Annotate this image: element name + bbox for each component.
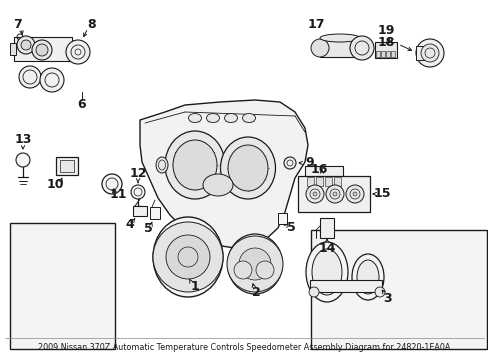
Ellipse shape	[188, 113, 201, 122]
Ellipse shape	[164, 131, 224, 199]
Text: 2009 Nissan 370Z Automatic Temperature Controls Speedometer Assembly Diagram for: 2009 Nissan 370Z Automatic Temperature C…	[38, 343, 449, 352]
Circle shape	[19, 66, 41, 88]
Text: 5: 5	[143, 222, 152, 235]
Circle shape	[102, 174, 122, 194]
Circle shape	[332, 192, 336, 196]
Circle shape	[346, 185, 363, 203]
Text: 3: 3	[383, 292, 391, 305]
Bar	[14, 37, 72, 61]
Bar	[10, 223, 115, 349]
Bar	[133, 206, 147, 216]
Circle shape	[374, 287, 384, 297]
Circle shape	[284, 157, 295, 169]
Circle shape	[165, 235, 209, 279]
Circle shape	[131, 185, 145, 199]
Bar	[385, 51, 389, 57]
Bar	[60, 160, 74, 172]
Bar	[319, 39, 359, 57]
Text: 6: 6	[78, 99, 86, 112]
Bar	[415, 46, 429, 60]
Text: 2: 2	[251, 285, 260, 298]
Ellipse shape	[305, 242, 347, 302]
Bar	[306, 177, 313, 186]
Bar	[325, 177, 331, 186]
Text: 13: 13	[14, 134, 32, 147]
Circle shape	[256, 261, 273, 279]
Text: 7: 7	[14, 18, 22, 31]
Text: 1: 1	[190, 279, 199, 292]
Ellipse shape	[159, 224, 217, 290]
Ellipse shape	[227, 234, 282, 294]
Circle shape	[325, 185, 343, 203]
Circle shape	[40, 68, 64, 92]
Circle shape	[226, 236, 283, 292]
Ellipse shape	[153, 217, 223, 297]
Ellipse shape	[233, 240, 276, 288]
Text: 18: 18	[377, 36, 394, 49]
Circle shape	[350, 39, 368, 57]
Ellipse shape	[242, 113, 255, 122]
Ellipse shape	[227, 145, 267, 191]
Circle shape	[310, 39, 328, 57]
Text: 16: 16	[310, 163, 327, 176]
Circle shape	[17, 36, 35, 54]
Ellipse shape	[203, 174, 232, 196]
Circle shape	[66, 40, 90, 64]
Text: 17: 17	[306, 18, 324, 31]
Ellipse shape	[224, 113, 237, 122]
Text: 9: 9	[305, 157, 314, 170]
Text: 12: 12	[129, 167, 146, 180]
Ellipse shape	[351, 254, 383, 300]
Text: 15: 15	[372, 188, 390, 201]
Circle shape	[239, 248, 270, 280]
Circle shape	[312, 192, 316, 196]
Bar	[56, 157, 78, 175]
Circle shape	[153, 222, 223, 292]
Text: 10: 10	[46, 179, 63, 192]
Circle shape	[234, 261, 251, 279]
PathPatch shape	[140, 100, 307, 248]
Ellipse shape	[356, 260, 378, 294]
Bar	[333, 177, 340, 186]
Ellipse shape	[156, 157, 168, 173]
Ellipse shape	[311, 249, 341, 295]
Circle shape	[349, 36, 373, 60]
Circle shape	[36, 44, 48, 56]
Bar	[319, 218, 333, 238]
Bar	[10, 43, 16, 55]
Bar	[380, 51, 384, 57]
Bar	[150, 207, 160, 219]
Bar	[297, 176, 369, 212]
Text: 19: 19	[377, 23, 394, 36]
Circle shape	[21, 40, 31, 50]
Bar	[278, 213, 286, 224]
Bar	[390, 51, 394, 57]
Circle shape	[420, 44, 438, 62]
Ellipse shape	[319, 34, 359, 42]
Ellipse shape	[206, 113, 219, 122]
Text: 14: 14	[318, 242, 335, 255]
Bar	[309, 280, 381, 292]
Bar	[374, 42, 396, 58]
Circle shape	[32, 40, 52, 60]
Bar	[375, 51, 379, 57]
Circle shape	[305, 185, 324, 203]
Ellipse shape	[173, 140, 217, 190]
Bar	[305, 166, 342, 188]
Circle shape	[415, 39, 443, 67]
Circle shape	[352, 192, 356, 196]
Text: 8: 8	[87, 18, 96, 31]
Bar	[310, 230, 486, 349]
Circle shape	[16, 153, 30, 167]
Ellipse shape	[220, 137, 275, 199]
Text: 11: 11	[109, 189, 126, 202]
Bar	[315, 177, 323, 186]
Circle shape	[308, 287, 318, 297]
Text: 5: 5	[286, 221, 295, 234]
Text: 4: 4	[125, 219, 134, 231]
